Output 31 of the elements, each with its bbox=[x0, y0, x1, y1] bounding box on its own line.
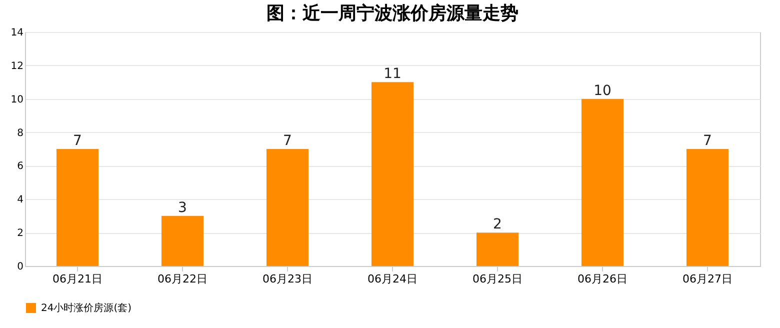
x-tick-label: 06月21日 bbox=[52, 272, 102, 286]
data-label: 2 bbox=[493, 216, 502, 233]
x-tick-label: 06月24日 bbox=[368, 272, 418, 286]
data-label: 11 bbox=[384, 66, 402, 82]
y-tick-label: 10 bbox=[10, 94, 24, 106]
x-tick-label: 06月25日 bbox=[472, 272, 522, 286]
bar bbox=[162, 216, 204, 266]
data-label: 7 bbox=[73, 133, 82, 149]
data-label: 7 bbox=[703, 133, 712, 149]
legend-label: 24小时涨价房源(套) bbox=[41, 302, 132, 314]
y-tick-label: 2 bbox=[17, 228, 24, 240]
x-tick-label: 06月27日 bbox=[682, 272, 732, 286]
bar bbox=[476, 232, 518, 266]
x-tick-label: 06月26日 bbox=[578, 272, 628, 286]
y-tick-label: 6 bbox=[17, 161, 24, 172]
y-tick-label: 8 bbox=[17, 128, 24, 139]
y-tick-label: 14 bbox=[10, 28, 24, 38]
bar bbox=[686, 149, 728, 266]
data-label: 10 bbox=[594, 82, 612, 99]
y-tick-label: 4 bbox=[17, 194, 24, 206]
x-tick-label: 06月22日 bbox=[158, 272, 208, 286]
y-tick-label: 12 bbox=[10, 60, 24, 72]
bar bbox=[372, 82, 414, 266]
chart-title: 图：近一周宁波涨价房源量走势 bbox=[266, 3, 518, 24]
bar bbox=[56, 149, 98, 266]
bar bbox=[266, 149, 308, 266]
data-label: 7 bbox=[283, 133, 292, 149]
x-tick-label: 06月23日 bbox=[262, 272, 312, 286]
bar bbox=[582, 98, 624, 266]
y-tick-label: 0 bbox=[17, 262, 24, 272]
data-label: 3 bbox=[178, 200, 187, 216]
